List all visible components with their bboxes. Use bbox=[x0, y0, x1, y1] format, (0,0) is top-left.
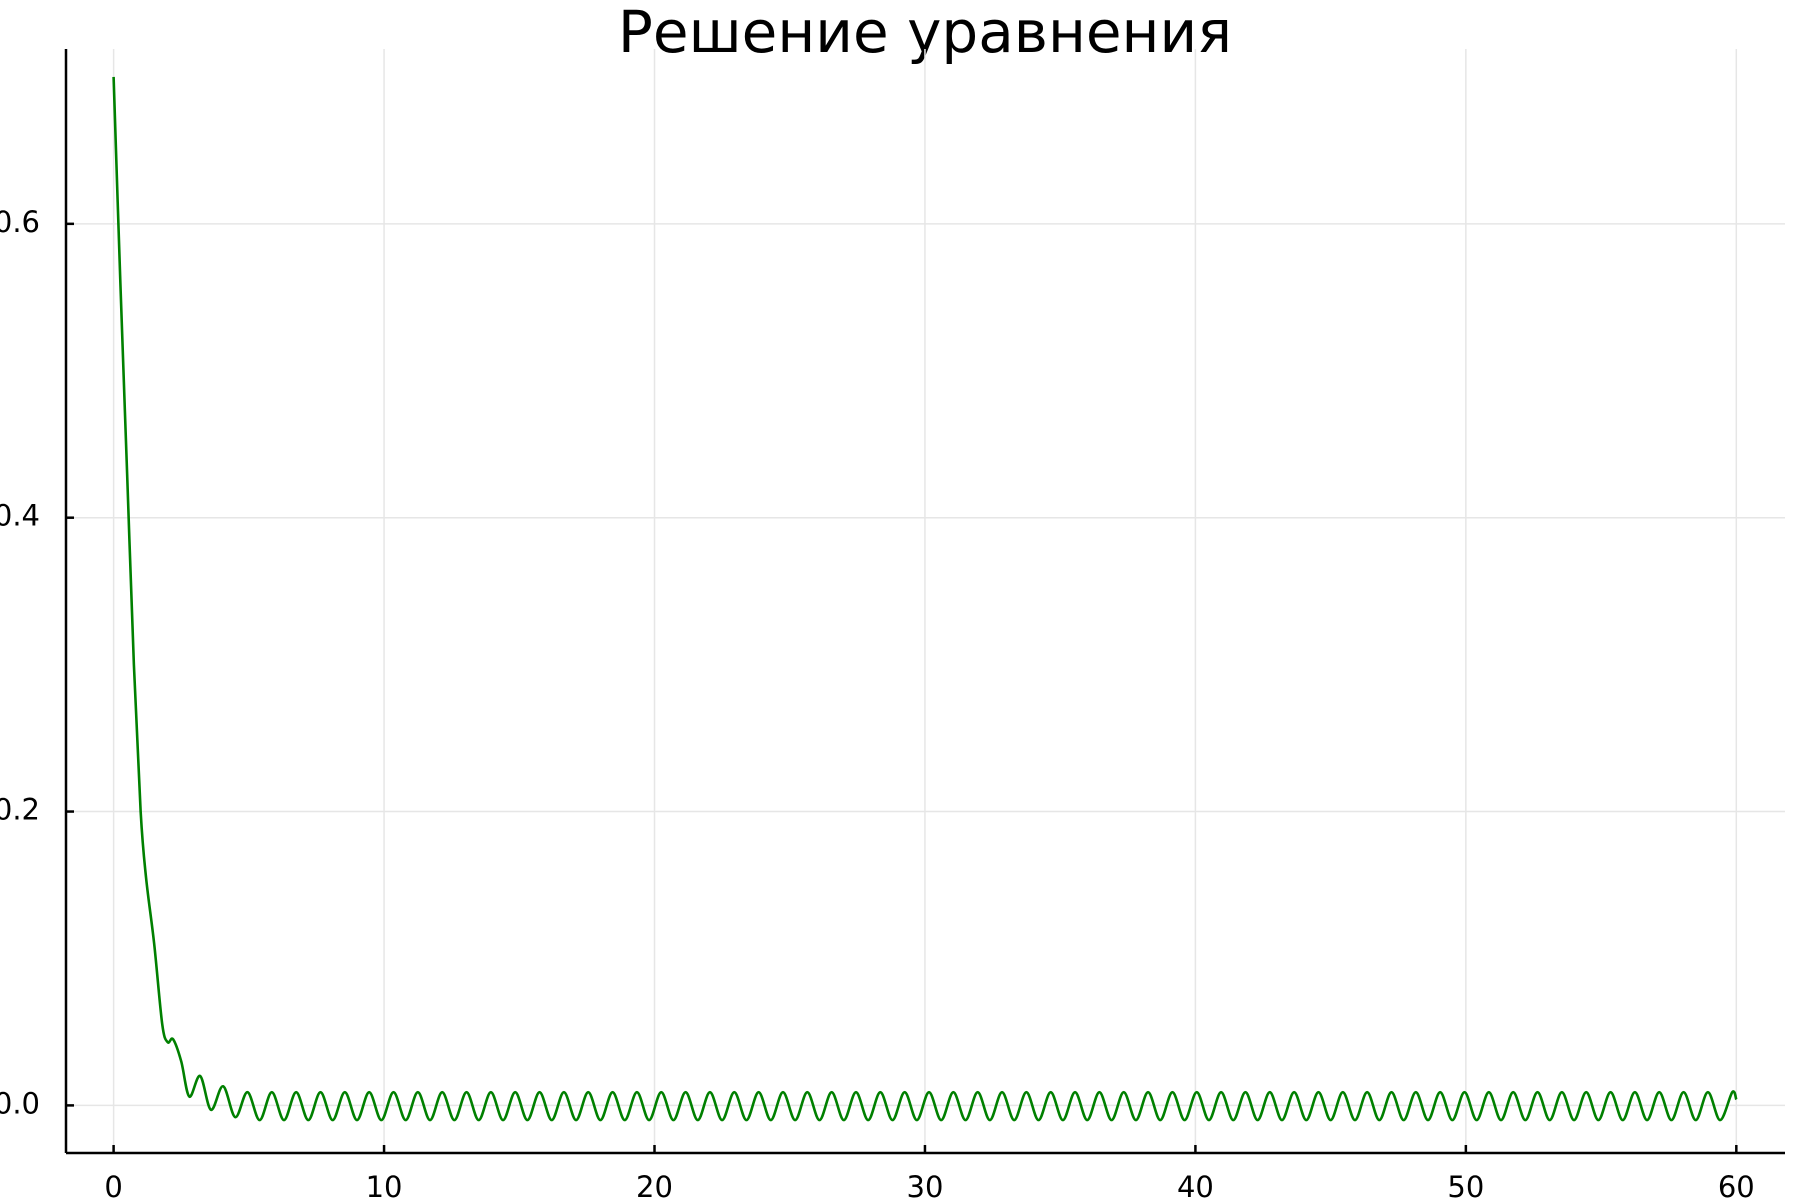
series-line bbox=[112, 76, 1738, 1122]
x-tick-label: 30 bbox=[907, 1170, 944, 1200]
y-tick-label: 0.2 bbox=[0, 793, 40, 827]
x-tick-label: 10 bbox=[366, 1170, 403, 1200]
x-tick-label: 40 bbox=[1177, 1170, 1214, 1200]
x-tick-label: 50 bbox=[1447, 1170, 1484, 1200]
y-tick-label: 0.0 bbox=[0, 1086, 40, 1120]
x-tick-label: 60 bbox=[1718, 1170, 1755, 1200]
y-tick-label: 0.4 bbox=[0, 499, 40, 533]
y-tick-label: 0.6 bbox=[0, 205, 40, 239]
x-tick-label: 20 bbox=[636, 1170, 673, 1200]
x-tick-label: 0 bbox=[104, 1170, 122, 1200]
